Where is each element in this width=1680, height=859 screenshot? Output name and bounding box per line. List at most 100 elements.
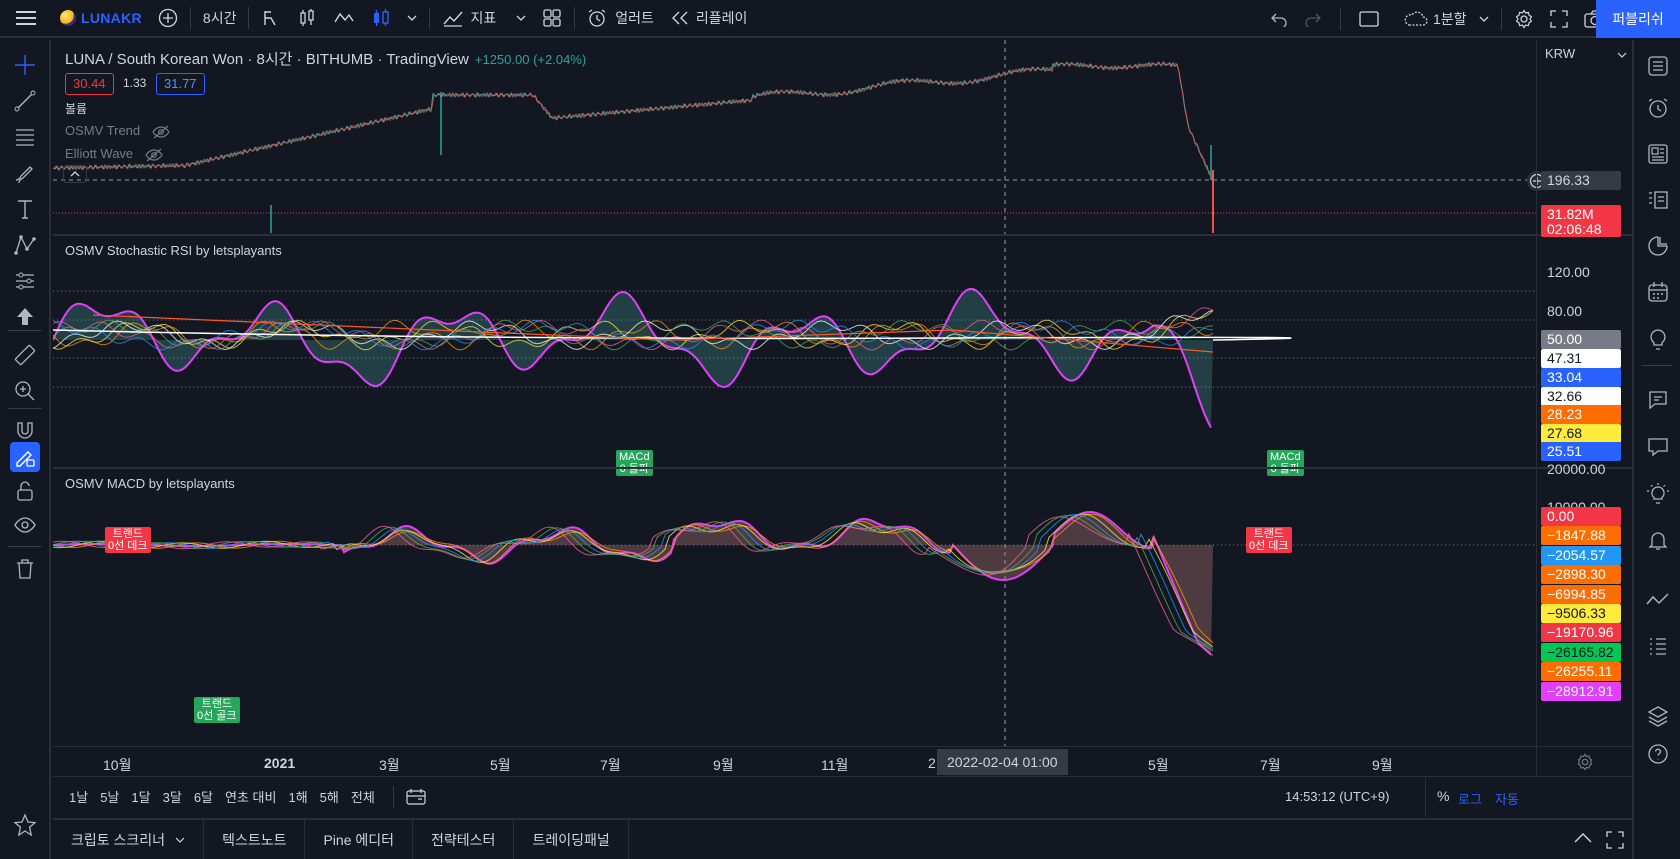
currency-label[interactable]: KRW bbox=[1545, 46, 1576, 61]
fullscreen-rect-icon[interactable] bbox=[1351, 0, 1387, 38]
range-button[interactable]: 3달 bbox=[162, 790, 182, 805]
fullscreen-icon[interactable] bbox=[1542, 0, 1576, 38]
maximize-panel-icon[interactable] bbox=[1606, 831, 1624, 849]
price-scale[interactable]: KRW 196.33 31.82M 02:06:48 120.00 80.00 … bbox=[1536, 40, 1632, 746]
time-axis-label: 5월 bbox=[490, 757, 511, 773]
menu-icon[interactable] bbox=[0, 0, 52, 37]
symbol-search-button[interactable]: LUNAKR bbox=[52, 0, 150, 37]
help-icon[interactable] bbox=[1644, 740, 1672, 768]
range-button[interactable]: 전체 bbox=[350, 790, 375, 805]
range-buttons: 1날 5날 1달 3달 6달 연초 대비 1해 5해 전체 bbox=[63, 787, 381, 806]
brush-icon[interactable] bbox=[10, 158, 40, 188]
range-button[interactable]: 1해 bbox=[288, 790, 308, 805]
pane-separator[interactable] bbox=[53, 467, 1632, 469]
tab-trading-panel[interactable]: 트레이딩패널 bbox=[514, 819, 629, 859]
text-icon[interactable] bbox=[10, 194, 40, 224]
settings-gear-icon[interactable] bbox=[1506, 0, 1542, 38]
star-icon[interactable] bbox=[10, 810, 40, 840]
range-button[interactable]: 5날 bbox=[100, 790, 120, 805]
badge-line: 0선 골크 bbox=[197, 710, 237, 722]
macd-pane-title[interactable]: OSMV MACD by letsplayants bbox=[65, 476, 235, 491]
undo-icon[interactable] bbox=[1262, 0, 1296, 38]
range-button[interactable]: 6달 bbox=[193, 790, 214, 805]
fib-retracement-icon[interactable] bbox=[10, 122, 40, 152]
chart-canvas[interactable] bbox=[53, 40, 1536, 746]
bar-replay-icon[interactable] bbox=[253, 0, 289, 37]
magnet-icon[interactable] bbox=[10, 416, 40, 446]
chart-area[interactable]: LUNA / South Korean Won · 8시간 · BITHUMB … bbox=[53, 40, 1632, 817]
data-window-icon[interactable] bbox=[1644, 186, 1672, 214]
elliott-wave-legend[interactable]: Elliott Wave bbox=[65, 146, 163, 162]
zoom-in-icon[interactable] bbox=[10, 376, 40, 406]
lock-icon[interactable] bbox=[10, 476, 40, 506]
expand-panel-chevron-up-icon[interactable] bbox=[1574, 833, 1592, 843]
calendar-icon[interactable] bbox=[1644, 278, 1672, 306]
notification-bell-icon[interactable] bbox=[1644, 526, 1672, 554]
ideas-lightbulb-icon[interactable] bbox=[1644, 326, 1672, 354]
range-button[interactable]: 1날 bbox=[69, 790, 89, 805]
log-scale-toggle[interactable]: 로그 bbox=[1458, 792, 1482, 807]
tab-crypto-screener[interactable]: 크립토 스크리너 bbox=[53, 819, 205, 859]
goto-date-calendar-icon[interactable] bbox=[406, 788, 426, 806]
tab-pine-editor[interactable]: Pine 에디터 bbox=[305, 819, 414, 859]
crosshair-icon[interactable] bbox=[10, 50, 40, 80]
volume-legend[interactable]: 볼륨 bbox=[65, 102, 88, 116]
range-button[interactable]: 1달 bbox=[131, 790, 151, 805]
replay-button[interactable]: 리플레이 bbox=[662, 0, 756, 37]
layers-icon[interactable] bbox=[1644, 702, 1672, 730]
macd-signal-line bbox=[53, 513, 1214, 643]
percent-scale-toggle[interactable]: % bbox=[1437, 788, 1450, 804]
ruler-icon[interactable] bbox=[10, 340, 40, 370]
chart-plot[interactable]: LUNA / South Korean Won · 8시간 · BITHUMB … bbox=[53, 40, 1547, 746]
interval-button[interactable]: 8시간 bbox=[202, 10, 237, 26]
object-tree-icon[interactable] bbox=[1644, 632, 1672, 660]
pattern-icon[interactable] bbox=[10, 230, 40, 260]
badge-line: 0 돌파 bbox=[1270, 463, 1300, 475]
stoch-rsi-pane-title[interactable]: OSMV Stochastic RSI by letsplayants bbox=[65, 243, 282, 258]
trash-icon[interactable] bbox=[10, 554, 40, 584]
range-button[interactable]: 5해 bbox=[319, 790, 339, 805]
osmv-trend-legend[interactable]: OSMV Trend bbox=[65, 123, 170, 139]
alert-button[interactable]: 얼러트 bbox=[579, 0, 662, 37]
tab-text-notes[interactable]: 텍스트노트 bbox=[204, 819, 306, 859]
legend-value-2: 1.33 bbox=[123, 76, 147, 90]
time-axis[interactable]: 10월 2021 3월 5월 7월 9월 11월 2 5월 7월 9월 2022-02-04 01:… bbox=[53, 746, 1536, 776]
arrow-up-icon[interactable] bbox=[10, 302, 40, 332]
bars-chart-icon[interactable] bbox=[289, 0, 325, 37]
compare-symbol-button[interactable] bbox=[150, 0, 186, 37]
messages-icon[interactable] bbox=[1644, 432, 1672, 460]
eye-icon[interactable] bbox=[10, 510, 40, 540]
hotlist-icon[interactable] bbox=[1644, 232, 1672, 260]
alarm-clock-icon[interactable] bbox=[1644, 94, 1672, 122]
drawing-lock-icon[interactable] bbox=[10, 442, 40, 472]
auto-scale-toggle[interactable]: 자동 bbox=[1495, 792, 1519, 807]
line-chart-icon[interactable] bbox=[325, 0, 363, 37]
legend-value-1: 30.44 bbox=[65, 73, 114, 95]
indicators-button[interactable]: 지표 bbox=[434, 0, 504, 37]
prediction-tool-icon[interactable] bbox=[10, 266, 40, 296]
trend-chevron-icon[interactable] bbox=[1644, 586, 1672, 614]
indicators-dropdown-chevron-icon[interactable] bbox=[504, 0, 534, 37]
signal-lightbulb-icon[interactable] bbox=[1644, 480, 1672, 508]
watchlist-icon[interactable] bbox=[1644, 52, 1672, 80]
pane-separator[interactable] bbox=[53, 234, 1632, 236]
macd-value-tag: 0.00 bbox=[1541, 507, 1621, 526]
redo-icon[interactable] bbox=[1296, 0, 1330, 38]
chat-icon[interactable] bbox=[1644, 386, 1672, 414]
news-icon[interactable] bbox=[1644, 140, 1672, 168]
trend-line-icon[interactable] bbox=[10, 86, 40, 116]
publish-button[interactable]: 퍼블리쉬 bbox=[1596, 0, 1680, 38]
stoch-value-tag: 27.68 bbox=[1541, 424, 1621, 443]
symbol-description[interactable]: LUNA / South Korean Won · 8시간 · BITHUMB … bbox=[65, 51, 469, 68]
candle-chart-icon[interactable] bbox=[363, 0, 399, 37]
range-button[interactable]: 연초 대비 bbox=[225, 790, 277, 805]
layout-button[interactable]: 1분할 bbox=[1387, 0, 1497, 38]
tab-strategy-tester[interactable]: 전략테스터 bbox=[413, 819, 515, 859]
divider bbox=[574, 7, 576, 29]
chart-type-dropdown-chevron-icon[interactable] bbox=[399, 0, 425, 37]
templates-icon[interactable] bbox=[534, 0, 570, 37]
collapse-legend-chevron-up-icon[interactable] bbox=[63, 165, 87, 183]
layout-label: 1분할 bbox=[1433, 11, 1467, 27]
scale-settings-gear-icon[interactable] bbox=[1536, 746, 1632, 776]
clock-timezone[interactable]: 14:53:12 (UTC+9) bbox=[1285, 789, 1390, 804]
